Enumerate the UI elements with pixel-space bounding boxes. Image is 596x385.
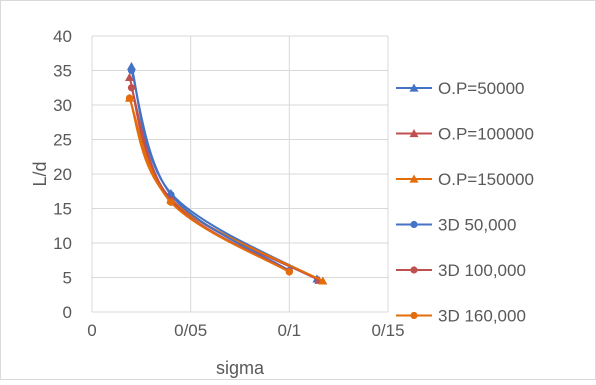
y-tick-label: 15 (53, 200, 72, 219)
data-point (127, 84, 136, 92)
x-tick-label: 0 (87, 321, 96, 340)
legend-marker (409, 174, 419, 183)
y-tick-label: 5 (63, 269, 72, 288)
legend-item: O.P=100000 (396, 125, 534, 144)
legend-marker (409, 83, 419, 92)
y-tick-label: 25 (53, 131, 72, 150)
legend-label: 3D 160,000 (438, 307, 526, 326)
grid-lines (91, 35, 389, 313)
legend-marker (410, 266, 418, 274)
y-tick-label: 30 (53, 96, 72, 115)
legend: O.P=50000 O.P=100000 O.P=150000 3D 50,000 3D… (396, 79, 534, 326)
legend-item: 3D 50,000 (396, 216, 516, 235)
legend-item: O.P=150000 (396, 170, 534, 189)
legend-marker (410, 311, 418, 320)
x-tick-label: 0/15 (371, 321, 404, 340)
y-tick-label: 0 (63, 303, 72, 322)
series-5 (125, 94, 293, 276)
legend-marker (409, 129, 419, 138)
data-point (124, 72, 134, 81)
axes: 0 5 10 15 20 25 30 35 40 0 0/05 0/1 0/15 sigma L/d (30, 27, 405, 378)
y-tick-label: 40 (53, 27, 72, 46)
legend-item: 3D 100,000 (396, 261, 526, 280)
legend-label: 3D 50,000 (438, 216, 516, 235)
legend-label: O.P=50000 (438, 79, 525, 98)
data-point (125, 94, 134, 102)
y-axis-title: L/d (30, 161, 50, 186)
x-tick-label: 0/1 (278, 321, 302, 340)
legend-item: O.P=50000 (396, 79, 525, 98)
y-tick-label: 10 (53, 234, 72, 253)
y-tick-label: 35 (53, 62, 72, 81)
legend-label: O.P=150000 (438, 170, 534, 189)
legend-item: 3D 160,000 (396, 307, 526, 326)
series-layer (124, 61, 328, 285)
legend-marker (410, 220, 418, 229)
x-axis-title: sigma (216, 358, 265, 378)
data-point (167, 198, 175, 206)
y-tick-label: 20 (53, 165, 72, 184)
data-point (285, 268, 293, 276)
legend-label: 3D 100,000 (438, 261, 526, 280)
legend-label: O.P=100000 (438, 125, 534, 144)
data-point (318, 276, 328, 285)
data-point (127, 66, 136, 75)
x-tick-label: 0/05 (174, 321, 207, 340)
